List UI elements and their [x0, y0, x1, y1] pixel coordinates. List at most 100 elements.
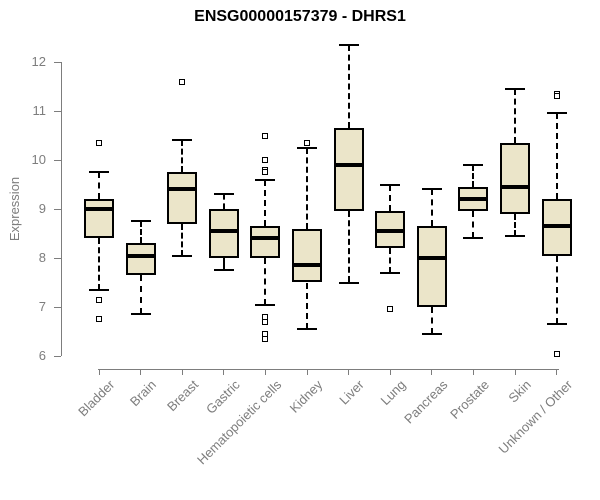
- y-tick: [54, 61, 61, 63]
- outlier-point-hematopoietic-cells: [262, 335, 269, 342]
- x-tick: [140, 369, 142, 375]
- x-category-label: Prostate: [447, 377, 493, 422]
- outlier-point-hematopoietic-cells: [262, 318, 269, 325]
- y-tick-label: 11: [32, 103, 47, 118]
- whisker-upper-kidney: [306, 147, 308, 229]
- whisker-cap-bottom-prostate: [463, 237, 484, 240]
- whisker-cap-bottom-brain: [130, 313, 151, 316]
- whisker-upper-pancreas: [430, 189, 433, 227]
- whisker-cap-bottom-lung: [380, 271, 401, 274]
- box-body-skin: [500, 142, 530, 214]
- whisker-lower-pancreas: [430, 307, 433, 334]
- whisker-upper-prostate: [472, 164, 475, 187]
- median-line-bladder: [84, 207, 114, 211]
- x-tick: [223, 369, 225, 375]
- whisker-lower-unknown-other: [555, 255, 558, 325]
- y-tick-label: 9: [38, 201, 46, 216]
- outlier-point-unknown-other: [553, 93, 560, 100]
- y-tick-label: 12: [31, 54, 46, 69]
- x-category-label: Liver: [336, 377, 368, 408]
- median-line-skin: [500, 184, 530, 189]
- outlier-point-hematopoietic-cells: [262, 169, 269, 176]
- whisker-cap-bottom-unknown-other: [546, 323, 567, 326]
- whisker-cap-top-liver: [338, 43, 359, 46]
- box-body-bladder: [84, 199, 114, 239]
- whisker-cap-top-prostate: [463, 163, 484, 166]
- whisker-cap-bottom-liver: [338, 281, 359, 284]
- whisker-upper-bladder: [98, 172, 100, 200]
- whisker-cap-top-gastric: [213, 193, 234, 196]
- y-axis-line: [61, 62, 62, 356]
- whisker-cap-top-brain: [130, 220, 151, 223]
- median-line-breast: [167, 187, 198, 192]
- box-body-pancreas: [416, 226, 447, 307]
- whisker-cap-bottom-kidney: [297, 328, 317, 331]
- whisker-cap-bottom-breast: [172, 254, 193, 257]
- whisker-upper-breast: [181, 140, 184, 173]
- x-category-label: Gastric: [202, 377, 243, 417]
- whisker-lower-gastric: [222, 258, 225, 271]
- whisker-cap-top-skin: [505, 87, 525, 90]
- outlier-point-hematopoietic-cells: [262, 132, 269, 139]
- whisker-upper-unknown-other: [555, 113, 558, 200]
- box-body-kidney: [292, 228, 322, 283]
- y-tick: [54, 110, 61, 112]
- outlier-point-lung: [387, 306, 394, 313]
- y-tick: [54, 355, 61, 357]
- median-line-liver: [333, 162, 364, 167]
- whisker-cap-top-hematopoietic-cells: [255, 178, 276, 181]
- whisker-cap-top-unknown-other: [546, 112, 567, 115]
- x-axis-line: [98, 369, 559, 370]
- outlier-point-breast: [179, 78, 186, 85]
- x-category-label: Brain: [127, 377, 160, 410]
- y-tick: [54, 306, 61, 308]
- whisker-upper-lung: [389, 184, 392, 212]
- whisker-upper-gastric: [222, 194, 225, 209]
- y-tick-label: 10: [31, 152, 46, 167]
- whisker-lower-breast: [181, 223, 184, 256]
- y-tick-label: 7: [38, 299, 46, 314]
- outlier-point-bladder: [96, 139, 102, 146]
- median-line-kidney: [292, 263, 322, 268]
- whisker-upper-skin: [514, 88, 516, 143]
- x-category-label: Skin: [505, 377, 534, 406]
- whisker-lower-liver: [347, 211, 350, 283]
- x-tick: [181, 369, 183, 375]
- y-tick-label: 6: [38, 348, 46, 363]
- chart-title: ENSG00000157379 - DHRS1: [194, 8, 406, 25]
- box-body-gastric: [208, 209, 239, 258]
- x-tick: [389, 369, 391, 375]
- x-category-label: Breast: [163, 377, 201, 415]
- median-line-gastric: [208, 229, 239, 234]
- whisker-cap-top-pancreas: [421, 188, 442, 191]
- outlier-point-kidney: [304, 139, 310, 146]
- box-body-breast: [167, 172, 198, 224]
- median-line-pancreas: [416, 256, 447, 260]
- box-body-brain: [125, 243, 156, 276]
- outlier-point-bladder: [96, 316, 102, 323]
- y-tick-label: 8: [38, 250, 46, 265]
- whisker-lower-brain: [139, 275, 142, 315]
- x-tick: [348, 369, 350, 375]
- median-line-hematopoietic-cells: [250, 236, 281, 241]
- median-line-prostate: [458, 197, 489, 202]
- whisker-cap-bottom-gastric: [213, 269, 234, 272]
- median-line-brain: [125, 253, 156, 258]
- box-body-hematopoietic-cells: [250, 226, 281, 258]
- x-tick: [264, 369, 266, 375]
- x-tick: [98, 369, 100, 375]
- whisker-upper-brain: [139, 221, 142, 244]
- outlier-point-hematopoietic-cells: [262, 157, 269, 163]
- y-tick: [54, 257, 61, 259]
- whisker-lower-bladder: [98, 238, 100, 290]
- whisker-cap-bottom-pancreas: [421, 332, 442, 335]
- whisker-cap-bottom-skin: [505, 234, 525, 237]
- whisker-upper-liver: [347, 44, 350, 129]
- whisker-cap-top-lung: [380, 183, 401, 186]
- x-tick: [431, 369, 433, 375]
- x-tick: [306, 369, 308, 375]
- x-tick: [514, 369, 516, 375]
- whisker-lower-skin: [514, 213, 516, 236]
- whisker-upper-hematopoietic-cells: [264, 179, 267, 227]
- box-body-liver: [333, 128, 364, 212]
